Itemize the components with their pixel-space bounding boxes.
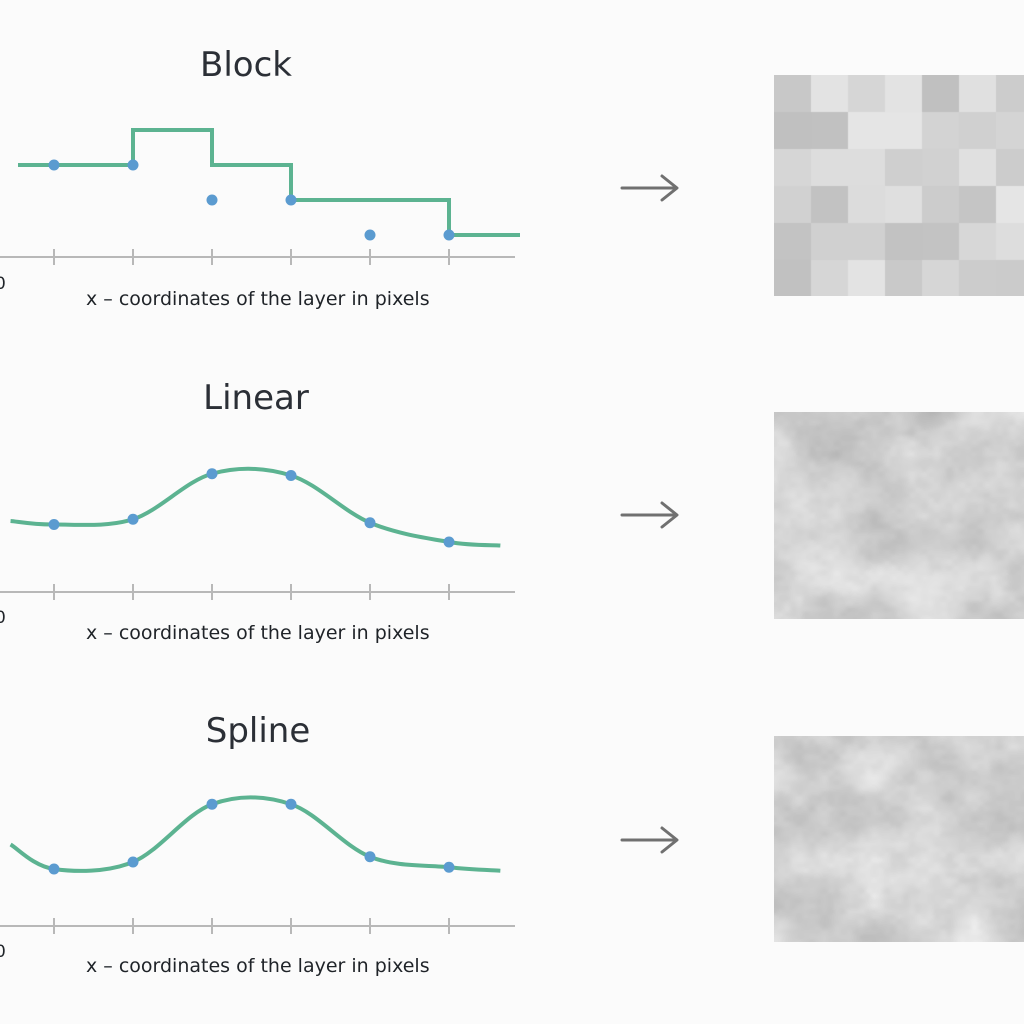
interpolated-curve xyxy=(9,795,501,873)
sample-point xyxy=(443,229,455,241)
linear-plot xyxy=(0,466,515,600)
sample-point xyxy=(206,468,218,480)
origin-label: 0 xyxy=(0,942,6,962)
spline-noise-texture xyxy=(774,736,1024,942)
axis-label: x – coordinates of the layer in pixels xyxy=(86,622,430,644)
sample-point xyxy=(206,798,218,810)
axis-label: x – coordinates of the layer in pixels xyxy=(86,288,430,310)
interpolated-curve xyxy=(18,128,520,237)
block-noise-texture xyxy=(774,75,1024,296)
panel-title-block: Block xyxy=(200,45,292,85)
origin-label: 0 xyxy=(0,608,6,628)
sample-point xyxy=(127,513,139,525)
sample-point xyxy=(48,863,60,875)
linear-noise-texture xyxy=(774,412,1024,619)
sample-point xyxy=(364,229,376,241)
sample-point xyxy=(48,159,60,171)
sample-point xyxy=(364,517,376,529)
sample-point xyxy=(443,861,455,873)
sample-point xyxy=(206,194,218,206)
panel-title-spline: Spline xyxy=(205,711,311,751)
sample-point xyxy=(364,851,376,863)
block-plot xyxy=(0,128,520,265)
sample-point xyxy=(127,159,139,171)
arrow-right-icon xyxy=(620,174,679,202)
sample-point xyxy=(443,536,455,548)
sample-point xyxy=(285,470,297,481)
origin-label: 0 xyxy=(0,274,6,294)
arrow-right-icon xyxy=(620,501,679,529)
sample-point xyxy=(48,519,60,530)
axis-label: x – coordinates of the layer in pixels xyxy=(86,955,430,977)
sample-point xyxy=(285,194,297,206)
interpolated-curve xyxy=(10,466,501,548)
spline-plot xyxy=(0,795,515,934)
arrow-right-icon xyxy=(620,826,679,854)
sample-point xyxy=(285,798,297,810)
panel-title-linear: Linear xyxy=(203,378,309,418)
sample-point xyxy=(127,856,139,868)
